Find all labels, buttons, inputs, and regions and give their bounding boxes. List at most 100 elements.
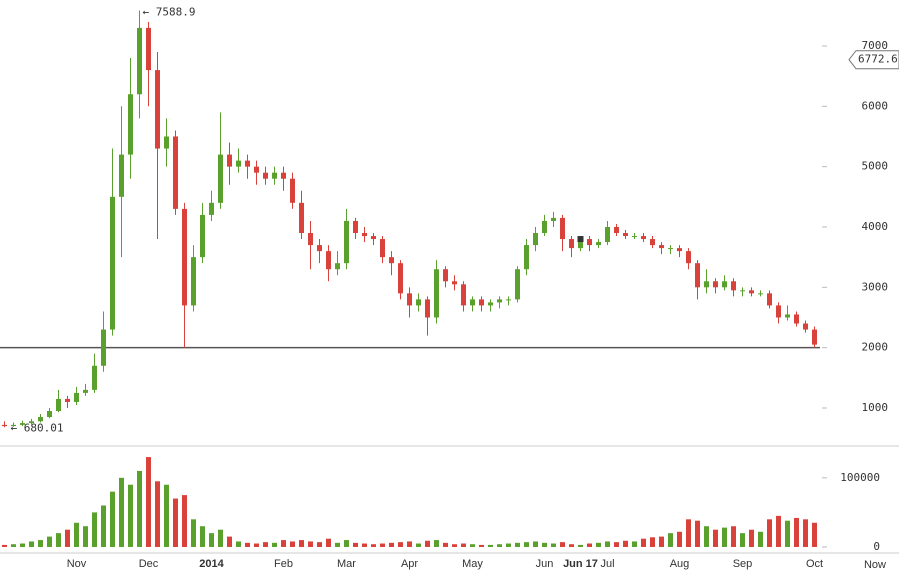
candle-body [56, 398, 61, 412]
volume-bar [713, 529, 718, 547]
candle-body [578, 239, 583, 249]
volume-bar [209, 533, 214, 547]
y-tick-label: 6000 [862, 99, 889, 112]
volume-bar [506, 543, 511, 547]
candle-body [209, 202, 214, 215]
candle-body [146, 27, 151, 71]
volume-bar [785, 520, 790, 547]
candle-body [731, 281, 736, 291]
x-tick-label: Mar [337, 558, 356, 570]
candle-body [695, 263, 700, 288]
volume-bar [434, 540, 439, 547]
volume-bar [38, 540, 43, 547]
candle-body [767, 293, 772, 306]
volume-bar [101, 505, 106, 547]
candle-body [452, 281, 457, 285]
volume-bar [731, 526, 736, 547]
volume-bar [776, 515, 781, 547]
candle-body [335, 263, 340, 270]
volume-tick-label: 100000 [840, 471, 880, 484]
volume-bar [569, 544, 574, 547]
volume-bar [407, 541, 412, 547]
candle-body [416, 299, 421, 306]
candle-body [722, 281, 727, 288]
candle-body [425, 299, 430, 318]
volume-bar [326, 538, 331, 547]
volume-bar [650, 537, 655, 547]
candle-body [128, 94, 133, 155]
volume-bar [443, 542, 448, 547]
candle-body [641, 236, 646, 240]
candle-body [92, 365, 97, 390]
candle-body [353, 220, 358, 234]
x-tick-label: Aug [670, 558, 690, 570]
candle-body [488, 302, 493, 306]
candle-body [785, 314, 790, 318]
candle-body [650, 239, 655, 246]
candle-body [551, 217, 556, 221]
volume-bar [83, 526, 88, 547]
candle-body [2, 424, 7, 427]
y-tick-label: 1000 [862, 401, 889, 414]
x-tick-label: Nov [67, 558, 87, 570]
candle-body [434, 269, 439, 318]
x-tick-label: Jun 17 [563, 558, 598, 570]
volume-bar [74, 522, 79, 547]
candle-body [29, 421, 34, 424]
x-tick-label: Sep [733, 558, 753, 570]
volume-bar [623, 540, 628, 547]
x-now-label: Now [864, 559, 886, 571]
candle-body [326, 251, 331, 270]
y-tick-label: 7000 [862, 39, 889, 52]
candle-body [470, 299, 475, 306]
volume-bar [578, 544, 583, 547]
candle-body [119, 154, 124, 197]
volume-bar [281, 540, 286, 547]
volume-bar [11, 544, 16, 547]
candle-body [47, 411, 52, 418]
candle-body [200, 214, 205, 258]
volume-bar [389, 542, 394, 547]
volume-tick-label: 0 [873, 540, 880, 553]
candle-body [542, 220, 547, 234]
candle-body [362, 233, 367, 237]
candle-body [290, 178, 295, 203]
volume-bar [155, 481, 160, 547]
candle-body [596, 242, 601, 246]
volume-bar [749, 529, 754, 547]
volume-bar [146, 457, 151, 547]
volume-bar [425, 540, 430, 547]
candle-body [398, 263, 403, 294]
volume-bar [794, 517, 799, 547]
candle-body [407, 293, 412, 306]
volume-bar [452, 544, 457, 547]
volume-bar [173, 498, 178, 547]
candle-body [20, 423, 25, 425]
volume-bar [479, 544, 484, 547]
candle-body [380, 239, 385, 258]
candle-body [317, 245, 322, 252]
candle-body [623, 233, 628, 237]
candle-body [182, 208, 187, 306]
candle-body [677, 248, 682, 252]
volume-bar [398, 542, 403, 547]
volume-bar [20, 543, 25, 547]
volume-bar [461, 543, 466, 547]
volume-bar [596, 542, 601, 547]
volume-bar [560, 542, 565, 547]
volume-bar [668, 533, 673, 547]
x-tick-label: Apr [401, 558, 418, 570]
x-tick-label: 2014 [199, 558, 224, 570]
volume-bar [812, 522, 817, 547]
volume-bar [803, 519, 808, 547]
volume-bar [164, 484, 169, 547]
candle-body [803, 323, 808, 330]
volume-bar [200, 526, 205, 547]
candle-body [11, 424, 16, 427]
candle-body [281, 172, 286, 179]
candle-body [533, 233, 538, 246]
volume-bar [236, 541, 241, 547]
volume-bar [263, 542, 268, 547]
